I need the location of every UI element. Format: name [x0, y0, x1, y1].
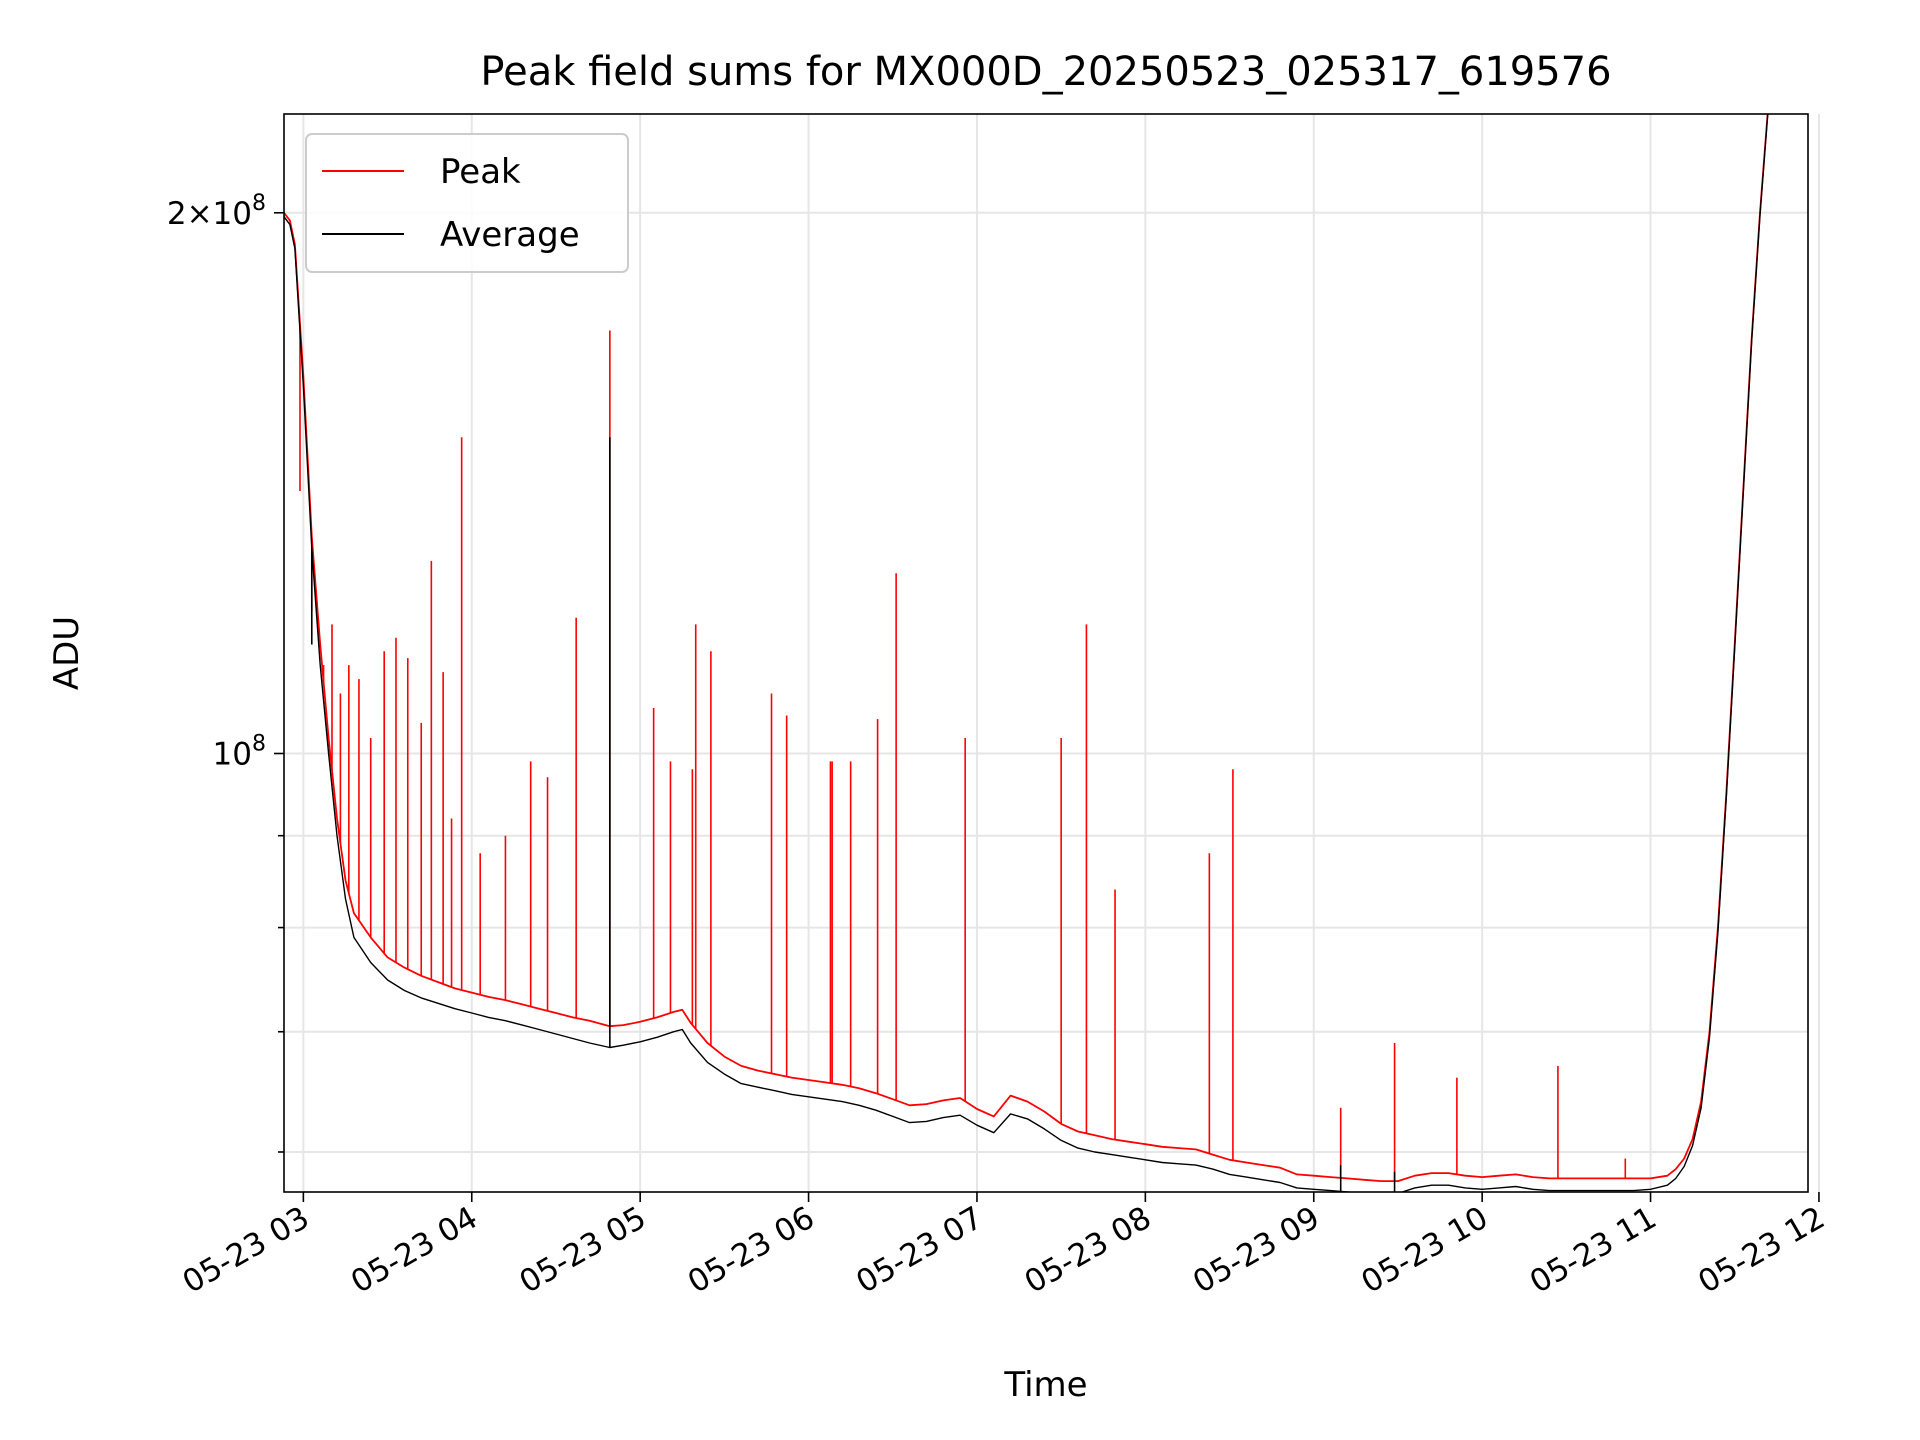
legend-label-average: Average	[440, 215, 580, 255]
legend: Peak Average	[305, 133, 629, 273]
plot-frame	[283, 113, 1809, 1193]
series-line-average	[284, 114, 1769, 1192]
y-axis-label: ADU	[47, 616, 87, 690]
chart-title: Peak field sums for MX000D_20250523_0253…	[480, 49, 1611, 95]
y-tick-label: 2×108	[167, 191, 266, 232]
legend-box	[305, 133, 629, 273]
x-axis-label: Time	[1003, 1365, 1087, 1405]
series-layer	[284, 114, 1769, 1192]
legend-label-peak: Peak	[440, 152, 521, 192]
y-axis: 108 2×108	[167, 191, 284, 1153]
series-line-peak	[284, 114, 1769, 1182]
y-tick-label: 108	[213, 731, 266, 772]
